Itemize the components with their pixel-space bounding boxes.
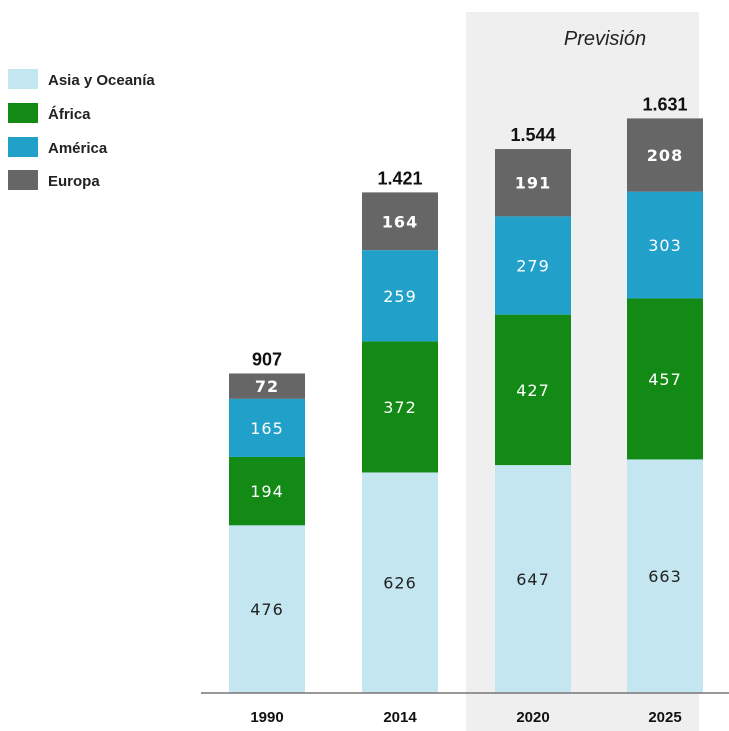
x-tick-label-2014: 2014 xyxy=(383,709,417,726)
bar-segment-africa-2025 xyxy=(627,298,703,460)
legend-swatch-africa xyxy=(8,103,38,123)
bar-segment-asia-oceania-2014 xyxy=(362,472,438,693)
bar-segment-asia-oceania-2020 xyxy=(495,465,571,693)
bar-segment-asia-oceania-2025 xyxy=(627,459,703,693)
bar-segment-america-2020 xyxy=(495,216,571,315)
x-tick-label-2020: 2020 xyxy=(516,709,549,726)
bar-segment-europa-2020 xyxy=(495,149,571,217)
legend-label-europa: Europa xyxy=(48,173,100,190)
bars: 476 194 165 72 907 1990 626 372 259 164 1.421 2014 6… xyxy=(229,94,703,726)
data-label-america-2025: 303 xyxy=(648,236,682,255)
data-label-africa-2014: 372 xyxy=(383,398,417,417)
bar-segment-america-2025 xyxy=(627,191,703,299)
data-label-america-1990: 165 xyxy=(250,419,284,438)
bar-segment-africa-1990 xyxy=(229,456,305,526)
data-label-america-2014: 259 xyxy=(383,287,417,306)
data-label-europa-1990: 72 xyxy=(255,377,279,396)
legend-label-africa: África xyxy=(48,106,91,123)
bar-segment-america-1990 xyxy=(229,398,305,457)
bar-segment-america-2014 xyxy=(362,250,438,342)
data-label-europa-2025: 208 xyxy=(647,146,683,165)
bar-segment-europa-2014 xyxy=(362,192,438,251)
data-label-africa-2020: 427 xyxy=(516,381,550,400)
bar-segment-asia-oceania-1990 xyxy=(229,525,305,693)
bar-segment-africa-2020 xyxy=(495,314,571,466)
total-label-2014: 1.421 xyxy=(377,168,422,188)
legend-swatch-asia-oceania xyxy=(8,69,38,89)
data-label-asia-oceania-2020: 647 xyxy=(516,570,550,589)
legend-label-america: América xyxy=(48,140,108,157)
total-label-2025: 1.631 xyxy=(642,94,687,114)
data-label-america-2020: 279 xyxy=(516,256,550,275)
legend: Asia y Oceanía África América Europa xyxy=(8,69,155,190)
data-label-europa-2014: 164 xyxy=(382,212,418,231)
legend-swatch-america xyxy=(8,137,38,157)
x-tick-label-1990: 1990 xyxy=(250,709,283,726)
forecast-label: Previsión xyxy=(564,28,646,50)
bar-segment-europa-1990 xyxy=(229,373,305,399)
legend-swatch-europa xyxy=(8,170,38,190)
total-label-1990: 907 xyxy=(252,349,282,369)
data-label-asia-oceania-1990: 476 xyxy=(250,600,284,619)
bar-segment-europa-2025 xyxy=(627,118,703,192)
data-label-asia-oceania-2014: 626 xyxy=(383,574,417,593)
data-label-africa-1990: 194 xyxy=(250,482,284,501)
data-label-africa-2025: 457 xyxy=(648,370,682,389)
bar-segment-africa-2014 xyxy=(362,341,438,473)
data-label-asia-oceania-2025: 663 xyxy=(648,567,682,586)
legend-label-asia-oceania: Asia y Oceanía xyxy=(48,72,155,89)
data-label-europa-2020: 191 xyxy=(515,174,551,193)
total-label-2020: 1.544 xyxy=(510,125,555,145)
x-tick-label-2025: 2025 xyxy=(648,709,681,726)
